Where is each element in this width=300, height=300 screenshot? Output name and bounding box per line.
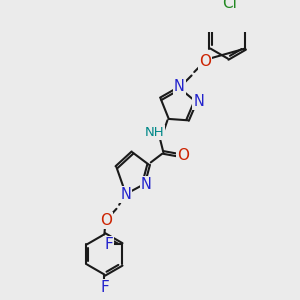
Text: F: F	[100, 280, 109, 296]
Text: Cl: Cl	[222, 0, 237, 11]
Text: N: N	[141, 177, 152, 192]
Text: NH: NH	[145, 126, 164, 139]
Text: O: O	[100, 213, 112, 228]
Text: F: F	[104, 237, 113, 252]
Text: N: N	[120, 187, 131, 202]
Text: O: O	[199, 54, 211, 69]
Text: O: O	[177, 148, 189, 163]
Text: N: N	[174, 79, 185, 94]
Text: N: N	[194, 94, 204, 109]
